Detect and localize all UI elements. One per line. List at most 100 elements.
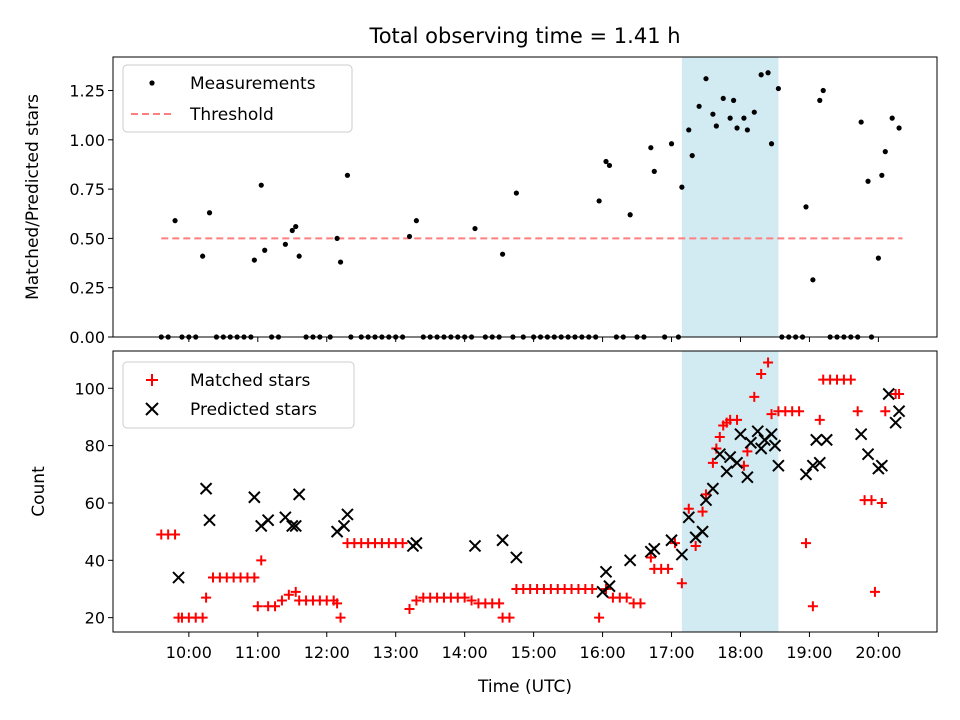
predicted-star-point [730,456,744,470]
matched-star-point [756,368,767,379]
measurement-point [472,225,478,232]
measurement-point [744,127,750,133]
x-tick-label: 16:00 [580,643,626,662]
matched-star-point [170,529,181,540]
measurement-point [875,255,881,261]
x-tick-label: 20:00 [855,643,901,662]
matched-star-point [807,601,818,612]
top-y-tick-label: 1.25 [69,82,105,101]
measurement-point [775,85,782,92]
top-y-axis-label: Matched/Predicted stars [23,94,43,300]
matched-star-point [621,592,632,603]
matched-star-point [504,612,515,623]
matched-star-point [404,604,415,615]
measurement-point [334,235,340,242]
measurement-point [765,70,771,76]
measurement-point [251,257,257,263]
x-tick-label: 12:00 [304,643,350,662]
predicted-star-point [751,425,764,438]
measurement-point [406,233,413,240]
measurement-point [603,158,609,165]
x-tick-label: 15:00 [511,643,557,662]
predicted-star-point [765,427,778,441]
bottom-panel: 20 40 60 80 100 10:00 11:00 12:00 13:00 14:00 15:… [29,350,938,697]
matched-star-point [876,497,887,508]
predicted-star-point [706,482,720,495]
matched-star-point [676,578,687,589]
matched-star-point [766,409,777,420]
measurement-point [803,204,809,210]
matched-star-point [335,612,346,623]
matched-star-point [283,589,294,600]
measurement-point [882,149,888,155]
top-x-ticks [188,337,879,342]
measurement-point [686,127,692,133]
predicted-star-point [696,525,709,538]
legend-measurements-label: Measurements [190,74,316,94]
matched-star-point [459,592,470,603]
measurement-point [282,241,288,247]
matched-star-point [701,489,712,500]
matched-star-point [707,457,718,468]
bottom-y-tick-label: 60 [85,494,105,513]
predicted-star-point [510,551,523,564]
predicted-star-point [341,508,354,521]
matched-star-point [494,598,505,609]
matched-star-point [880,406,891,417]
bottom-y-axis: 20 40 60 80 100 [74,379,113,628]
bottom-x-axis: 10:00 11:00 12:00 13:00 14:00 15:00 16:00 17:00… [166,632,901,662]
measurement-point [817,97,823,103]
matched-star-point [683,503,694,514]
measurement-point [289,227,295,234]
x-tick-label: 17:00 [648,643,694,662]
matched-star-point [814,414,825,425]
predicted-star-point [861,448,875,461]
measurement-point [513,190,519,196]
predicted-star-point [734,427,747,441]
top-y-tick-label: 0.50 [69,229,105,248]
top-y-axis: 0.00 0.25 0.50 0.75 1.00 1.25 [69,82,113,347]
measurement-point [734,125,740,131]
legend-predicted-marker [145,402,159,416]
predicted-star-point [741,470,754,484]
measurement-point [703,76,709,82]
legend-measurement-marker [149,80,155,86]
matched-star-point [800,538,811,549]
matched-star-point [749,391,760,402]
x-axis-label: Time (UTC) [477,677,572,697]
chart-title: Total observing time = 1.41 h [368,24,680,48]
matched-star-point [869,586,880,597]
predicted-star-point [682,511,695,524]
measurement-point [627,212,633,218]
predicted-star-point [813,456,826,470]
predicted-star-point [648,542,661,556]
matched-star-point [249,572,260,583]
matched-star-point [587,583,598,594]
matched-star-point [663,563,674,574]
matched-star-point [411,595,422,606]
legend-predicted-label: Predicted stars [190,400,317,420]
measurement-point [200,253,206,259]
bottom-highlight-span [681,351,779,632]
predicted-star-point [337,519,351,533]
measurement-point [896,125,902,131]
predicted-star-point [772,459,785,472]
predicted-star-point [248,491,261,504]
predicted-star-point [623,554,637,567]
predicted-star-point [889,416,902,429]
measurement-point [710,111,716,117]
measurement-point [730,97,737,103]
measurement-point [606,162,613,169]
predicted-star-point [699,493,713,507]
matched-star-point [645,552,656,563]
measurement-point [337,259,344,265]
measurement-point [258,182,264,188]
matched-star-point [270,601,281,612]
predicted-star-point [875,459,889,472]
matched-star-point [466,595,477,606]
predicted-star-point [892,405,906,418]
predicted-star-point [289,519,302,533]
measurement-point [296,253,302,259]
matched-star-point [697,506,708,517]
